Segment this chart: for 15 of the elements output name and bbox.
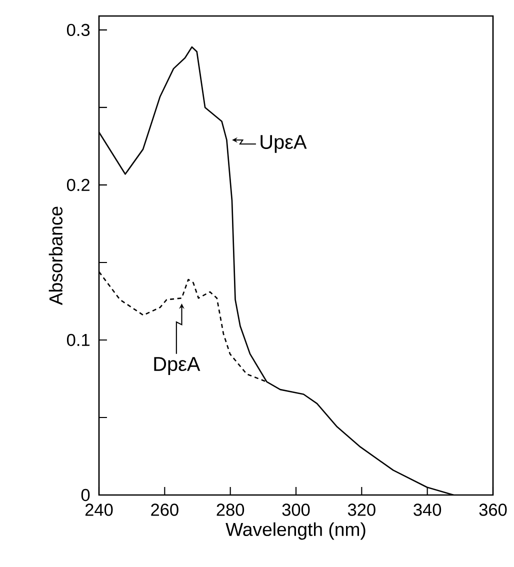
x-tick-label: 300: [282, 504, 310, 516]
y-tick-label: 0.2: [66, 178, 90, 192]
y-axis-title: Absorbance: [48, 206, 63, 306]
x-tick-label: 240: [85, 504, 113, 516]
x-tick-label: 340: [414, 504, 442, 516]
x-axis-title: Wavelength (nm): [226, 522, 366, 540]
y-tick-label: 0.3: [66, 24, 90, 36]
x-tick-label: 320: [348, 504, 376, 516]
annotation: UpεA: [260, 135, 307, 153]
y-tick-label: 0.1: [66, 334, 90, 346]
x-tick-label: 280: [216, 504, 244, 516]
x-tick-label: 360: [479, 504, 507, 516]
x-tick-label: 260: [151, 504, 178, 516]
y-tick-label: 0: [81, 488, 90, 502]
annotation: DpεA: [154, 357, 200, 375]
